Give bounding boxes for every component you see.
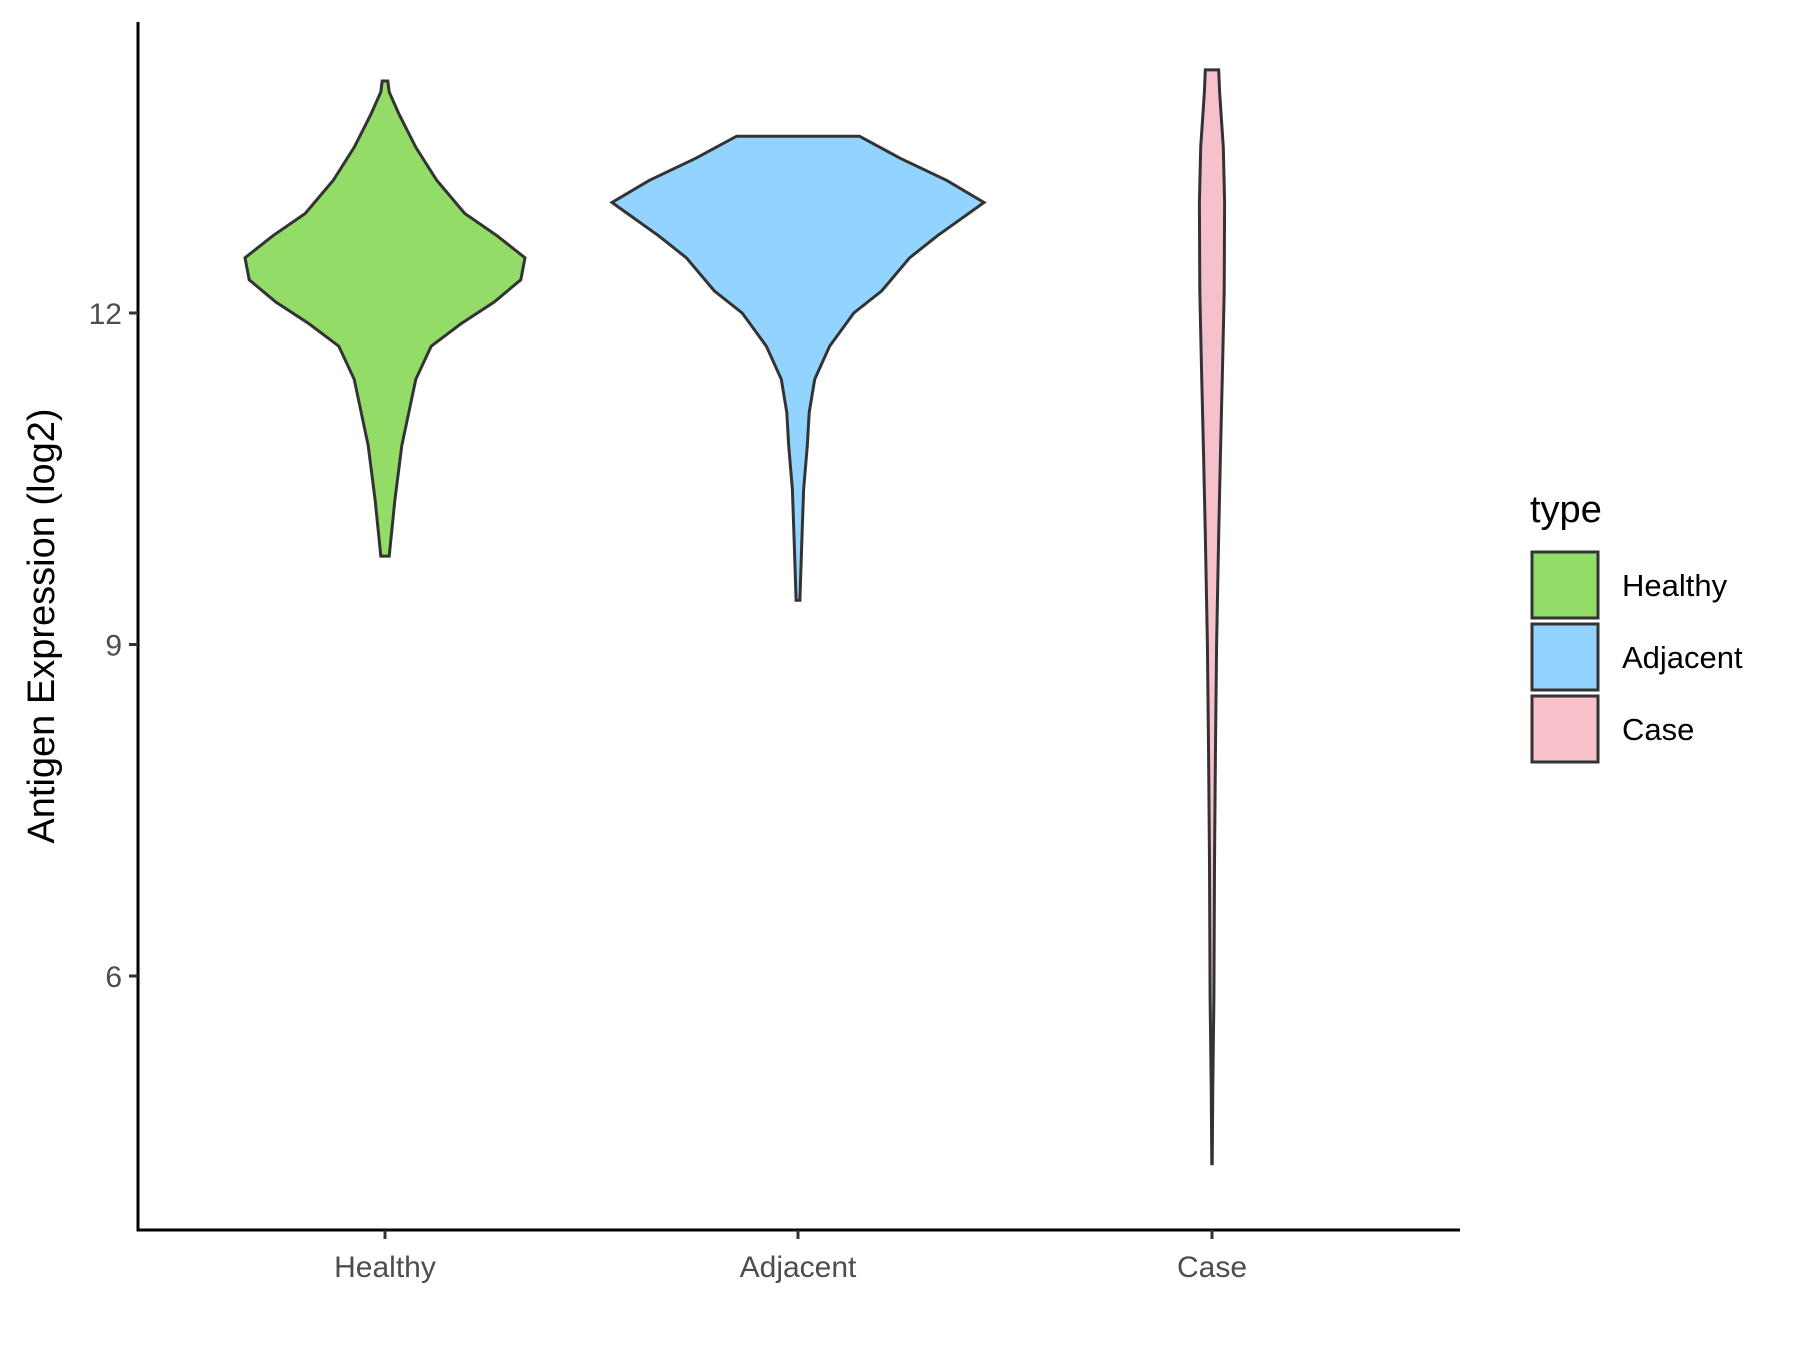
x-tick-label: Case — [1177, 1251, 1247, 1284]
violin-adjacent — [609, 134, 987, 602]
y-tick-label: 12 — [89, 298, 122, 331]
x-ticks: Healthy Adjacent Case — [334, 1230, 1247, 1284]
y-tick-label: 6 — [105, 961, 122, 994]
y-ticks: 6 9 12 — [89, 298, 138, 994]
legend-label: Case — [1622, 712, 1694, 747]
legend-key-case — [1530, 694, 1600, 764]
legend-label: Healthy — [1622, 568, 1728, 603]
violin-case — [1197, 68, 1227, 1166]
violins — [243, 68, 1227, 1166]
x-tick-label: Healthy — [334, 1251, 436, 1284]
legend-key-adjacent — [1530, 622, 1600, 692]
legend: type Healthy Adjacent Case — [1530, 489, 1743, 764]
legend-key-healthy — [1530, 550, 1600, 620]
x-tick-label: Adjacent — [740, 1251, 857, 1284]
y-tick-label: 9 — [105, 630, 122, 663]
legend-label: Adjacent — [1622, 640, 1743, 675]
y-axis-title: Antigen Expression (log2) — [21, 408, 63, 843]
legend-title: type — [1530, 489, 1602, 531]
violin-healthy — [243, 79, 527, 558]
